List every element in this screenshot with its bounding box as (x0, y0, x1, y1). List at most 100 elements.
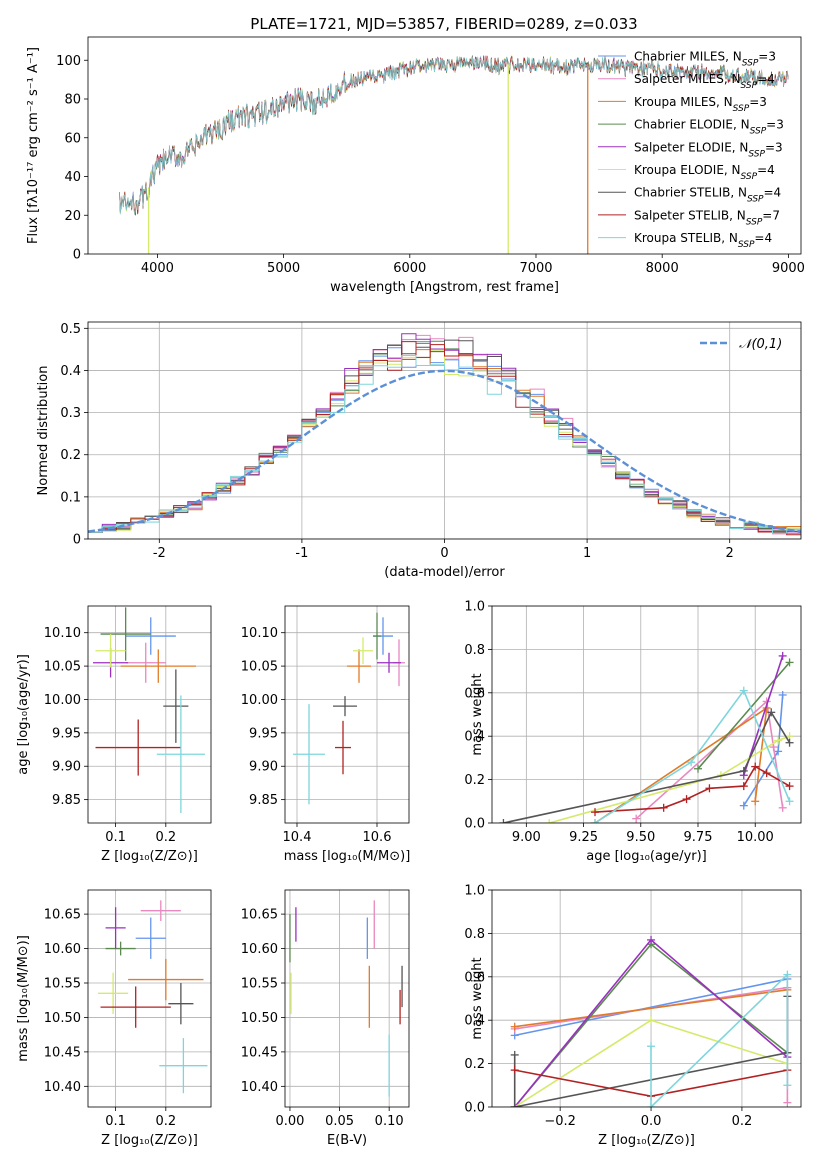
panel-weight-vs-age: 9.00 9.25 9.50 9.75 10.00 0.0 0.2 0.4 0.6 0.8 1.0 a… (464, 600, 802, 864)
weight-marker (785, 738, 794, 747)
panel-mass-vs-ebv: 0.00 0.05 0.10 10.40 10.45 10.50 10.55 10.60 10.… (241, 889, 410, 1148)
weight-marker (705, 784, 714, 793)
grid (285, 606, 409, 823)
y-tick-label: 10.40 (241, 1080, 278, 1095)
y-tick-label: 9.90 (52, 760, 81, 775)
errorbar-kroupa-stelib (159, 1038, 208, 1094)
errorbar-chabrier-stelib (168, 983, 194, 1025)
weight-marker (591, 819, 599, 823)
errorbar-kroupa-elodie (353, 637, 373, 665)
y-tick-label: 9.85 (52, 793, 81, 808)
grid (492, 890, 801, 1107)
errorbar-chabrier-miles (135, 917, 166, 959)
weight-marker (510, 1103, 519, 1107)
weight-marker (783, 1098, 792, 1107)
weight-line (650, 972, 789, 1107)
weight-marker (694, 764, 702, 773)
weight-marker (739, 801, 748, 810)
y-tick-label: 9.95 (52, 726, 81, 741)
x-tick-label: -2 (153, 546, 166, 561)
errorbar-chabrier-elodie (373, 612, 381, 660)
plot-area (88, 890, 211, 1107)
y-axis-label: mass [log₁₀(M/M⊙)] (16, 935, 31, 1062)
x-tick-label: 9.75 (684, 830, 713, 845)
panel-mass-vs-Z: 0.1 0.2 10.40 10.45 10.50 10.55 10.60 10.65 Z [l… (16, 889, 212, 1148)
weight-marker (783, 1081, 792, 1090)
weight-marker (778, 803, 787, 812)
axes-frame (87, 605, 212, 824)
legend-label: Salpeter MILES, NSSP=4 (634, 72, 775, 91)
axes-frame (491, 605, 802, 824)
y-tick-label: 10.50 (241, 1011, 278, 1026)
weight-marker (751, 762, 760, 771)
weight-line (635, 699, 784, 820)
y-tick-label: 0.0 (464, 1101, 485, 1116)
errorbar-salpeter-miles (140, 900, 181, 921)
x-tick-label: 0.10 (375, 1114, 404, 1129)
y-tick-label: 0.6 (464, 970, 485, 985)
x-tick-label: 0.05 (325, 1114, 354, 1129)
x-tick-label: 0.1 (105, 830, 126, 845)
y-tick-label: 0.2 (60, 448, 81, 463)
y-tick-label: 0.3 (60, 406, 81, 421)
y-tick-label: 0.5 (60, 322, 81, 337)
weight-marker (647, 1016, 656, 1025)
x-tick-label: 10.00 (737, 830, 774, 845)
y-axis-label: age [log₁₀(age/yr)] (16, 654, 31, 775)
plot-area (492, 890, 801, 1107)
weight-marker (647, 935, 656, 944)
y-tick-label: 0 (73, 533, 81, 548)
x-axis-label: E(B-V) (327, 1133, 367, 1148)
legend-entry-chabrier-stelib: Chabrier STELIB, NSSP=4 (598, 186, 781, 205)
panel-residuals: -2 -1 0 1 2 0 0.1 0.2 0.3 0.4 0.5 𝒩(0,1) (data-model… (36, 321, 802, 580)
x-tick-label: -1 (295, 546, 308, 561)
y-tick-label: 0.6 (464, 686, 485, 701)
legend-entry-kroupa-stelib: Kroupa STELIB, NSSP=4 (598, 231, 772, 250)
axes-frame (87, 321, 802, 540)
y-tick-label: 10.55 (44, 977, 81, 992)
weight-marker (774, 747, 783, 756)
x-axis-label: wavelength [Angstrom, rest frame] (330, 280, 559, 295)
legend-entry-chabrier-miles: Chabrier MILES, NSSP=3 (598, 50, 776, 69)
axes-frame (491, 889, 802, 1108)
y-tick-label: 1.0 (464, 884, 485, 899)
y-tick-label: 10.55 (241, 977, 278, 992)
errorbar-salpeter-elodie (105, 907, 126, 949)
x-tick-label: 0 (440, 546, 448, 561)
weight-marker (739, 766, 748, 775)
y-tick-label: 9.90 (249, 760, 278, 775)
x-tick-label: 0.00 (275, 1114, 304, 1129)
grid (88, 606, 211, 823)
errorbar-chabrier-miles (125, 617, 176, 655)
legend-label: Salpeter STELIB, NSSP=7 (634, 208, 780, 227)
y-tick-label: 10.10 (241, 626, 278, 641)
plot-area (492, 606, 801, 823)
weight-marker (510, 1050, 519, 1059)
x-tick-label: 7000 (519, 261, 552, 276)
y-tick-label: 10.65 (241, 908, 278, 923)
errorbar-salpeter-stelib (95, 719, 181, 776)
errorbar-kroupa-miles (120, 649, 196, 683)
panel-age-vs-Z: 0.1 0.2 9.85 9.90 9.95 10.00 10.05 10.10 Z [log₁… (16, 605, 212, 864)
y-tick-label: 40 (64, 170, 81, 185)
x-tick-label: 9.25 (569, 830, 598, 845)
y-tick-label: 9.95 (249, 726, 278, 741)
weight-series-chabrier-miles (739, 690, 787, 810)
y-tick-label: 0.8 (464, 927, 485, 942)
weight-series-chabrier-elodie (694, 658, 794, 773)
x-tick-label: 0.2 (732, 1114, 753, 1129)
plot-area (88, 322, 801, 539)
weight-marker (778, 651, 787, 660)
y-tick-label: 0.4 (464, 730, 485, 745)
y-axis-label: Normed distribution (36, 366, 51, 496)
errorbar-kroupa-elodie (95, 634, 126, 668)
errorbar-chabrier-elodie (100, 607, 151, 661)
errorbar-salpeter-miles (125, 642, 166, 683)
weight-marker (687, 758, 696, 767)
legend-entry-salpeter-stelib: Salpeter STELIB, NSSP=7 (598, 208, 780, 227)
y-tick-label: 0 (73, 248, 81, 263)
x-tick-label: 0.2 (155, 1114, 176, 1129)
x-tick-label: 0.1 (105, 1114, 126, 1129)
y-tick-label: 100 (56, 54, 81, 69)
